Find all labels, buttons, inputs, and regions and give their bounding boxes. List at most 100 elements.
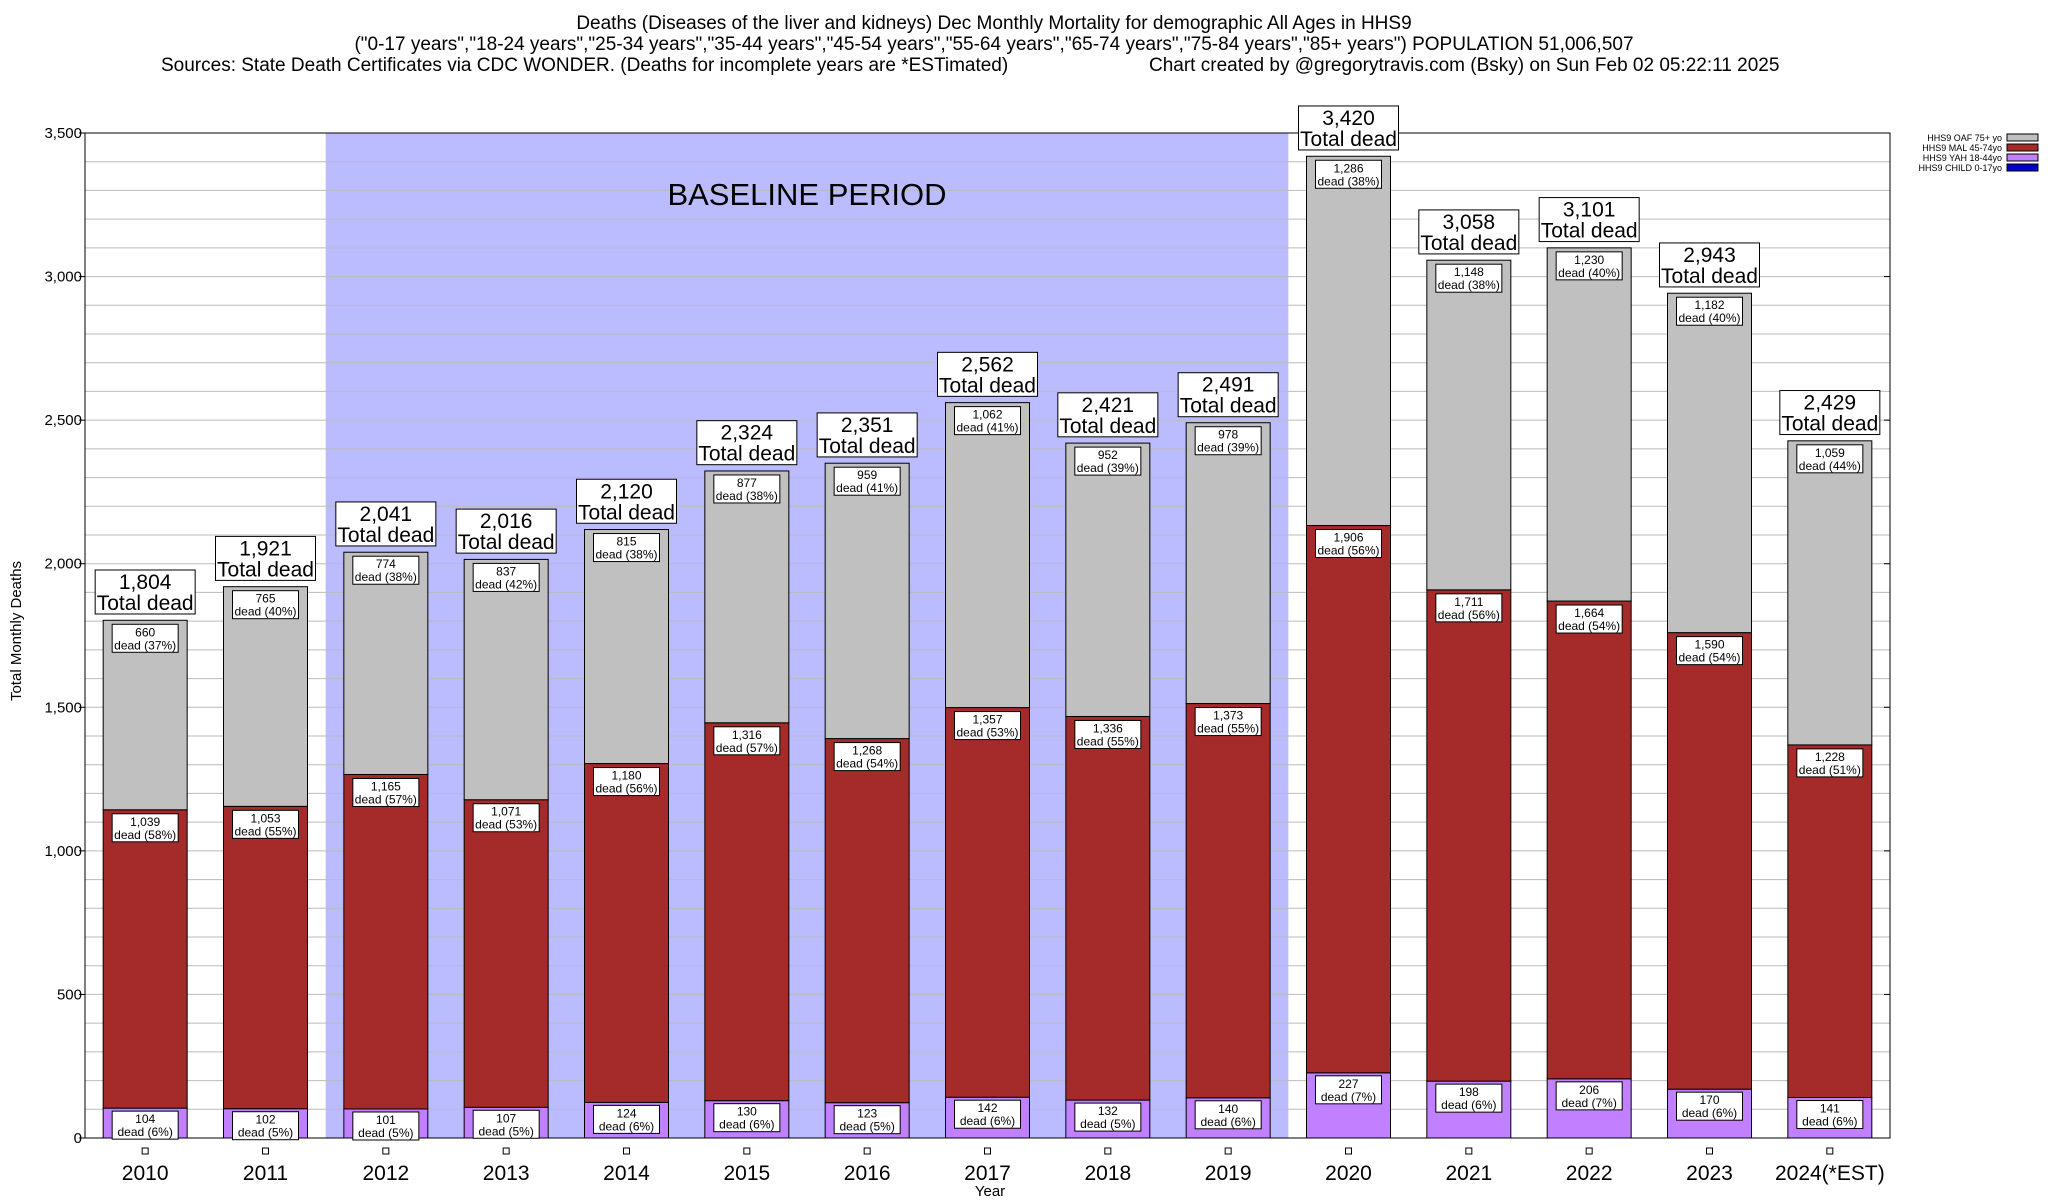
bar-mal <box>1426 589 1512 1082</box>
segment-percent-label: dead (7%) <box>1321 1090 1376 1104</box>
total-suffix-label: Total dead <box>97 592 194 615</box>
segment-value-label: 959 <box>857 468 877 482</box>
x-tick-label: 2021 <box>1445 1162 1492 1185</box>
segment-label-box <box>352 777 420 807</box>
total-label-box <box>816 412 918 458</box>
segment-value-label: 1,059 <box>1815 446 1845 460</box>
bar-oaf <box>1306 155 1391 527</box>
segment-label-box <box>352 555 420 585</box>
x-marker <box>1585 1147 1593 1155</box>
bar-mal <box>824 738 910 1104</box>
legend-swatch-yah <box>2006 153 2039 162</box>
x-tick-label: 2017 <box>964 1162 1011 1185</box>
total-label-box <box>696 420 798 466</box>
total-suffix-label: Total dead <box>1180 395 1277 418</box>
x-tick-label: 2013 <box>483 1162 530 1185</box>
segment-value-label: 104 <box>135 1112 155 1126</box>
segment-value-label: 952 <box>1098 448 1118 462</box>
total-label-box <box>1418 209 1520 255</box>
x-marker <box>743 1147 751 1155</box>
total-label-box <box>1779 390 1881 436</box>
x-marker <box>262 1147 269 1155</box>
y-tick-label: 2,000 <box>44 556 82 573</box>
y-tick-label: 2,500 <box>44 412 82 429</box>
segment-percent-label: dead (5%) <box>478 1124 533 1138</box>
segment-label-box <box>1435 593 1503 623</box>
total-suffix-label: Total dead <box>1781 413 1878 436</box>
total-suffix-label: Total dead <box>1420 232 1517 255</box>
bar-oaf <box>1667 292 1752 634</box>
segment-value-label: 1,373 <box>1213 709 1243 723</box>
segment-value-label: 206 <box>1579 1083 1599 1097</box>
segment-value-label: 170 <box>1699 1093 1719 1107</box>
title-line-1: Deaths (Diseases of the liver and kidney… <box>576 13 1411 34</box>
segment-value-label: 1,590 <box>1694 638 1724 652</box>
segment-value-label: 1,071 <box>491 805 521 819</box>
total-suffix-label: Total dead <box>1059 415 1156 438</box>
segment-label-box <box>1074 1102 1142 1132</box>
x-marker <box>1706 1147 1713 1155</box>
bar-mal <box>1787 744 1873 1099</box>
segment-percent-label: dead (56%) <box>595 782 657 796</box>
segment-label-box <box>472 1109 540 1139</box>
segment-percent-label: dead (57%) <box>355 792 417 806</box>
baseline-period-label: BASELINE PERIOD <box>667 177 946 212</box>
x-axis-label: Year <box>975 1183 1005 1200</box>
x-tick-label: 2016 <box>844 1162 891 1185</box>
x-marker <box>863 1147 871 1155</box>
bar-oaf <box>223 586 308 807</box>
segment-label-box <box>954 406 1021 436</box>
y-tick-label: 0 <box>74 1130 82 1147</box>
segment-label-box <box>1555 251 1623 281</box>
y-tick-label: 1,500 <box>44 699 82 716</box>
segment-value-label: 1,053 <box>250 811 280 825</box>
y-tick-label: 3,000 <box>44 269 82 286</box>
segment-percent-label: dead (39%) <box>1077 461 1139 475</box>
total-label-box <box>455 508 557 554</box>
bar-oaf <box>1426 259 1512 591</box>
segment-label-box <box>352 1111 420 1141</box>
x-marker <box>382 1147 390 1155</box>
segment-percent-label: dead (54%) <box>1558 619 1620 633</box>
x-tick-label: 2011 <box>243 1162 288 1185</box>
segment-label-box <box>1676 636 1743 666</box>
segment-percent-label: dead (5%) <box>839 1120 894 1134</box>
segment-percent-label: dead (41%) <box>956 421 1018 435</box>
bar-mal <box>102 809 188 1109</box>
bar-mal <box>343 773 429 1110</box>
segment-label-box <box>111 1110 179 1140</box>
segment-value-label: 227 <box>1338 1077 1358 1091</box>
segment-label-box <box>954 1099 1021 1129</box>
x-tick-label: 2012 <box>362 1162 409 1185</box>
segment-label-box <box>833 742 901 772</box>
chart-title: Deaths (Diseases of the liver and kidney… <box>161 13 1779 76</box>
bar-oaf <box>1787 440 1873 746</box>
segment-value-label: 1,148 <box>1454 265 1484 279</box>
segment-label-box <box>713 726 781 756</box>
segment-label-box <box>232 590 299 620</box>
segment-percent-label: dead (55%) <box>1077 734 1139 748</box>
segment-percent-label: dead (6%) <box>1802 1115 1857 1129</box>
segment-value-label: 1,316 <box>732 728 762 742</box>
segment-percent-label: dead (54%) <box>836 757 898 771</box>
total-suffix-label: Total dead <box>698 443 795 466</box>
x-tick-label: 2020 <box>1325 1162 1372 1185</box>
total-suffix-label: Total dead <box>1661 265 1758 288</box>
segment-percent-label: dead (40%) <box>1678 311 1740 325</box>
segment-value-label: 1,180 <box>611 769 641 783</box>
segment-label-box <box>1315 529 1382 559</box>
segment-value-label: 815 <box>616 535 636 549</box>
bar-mal <box>1546 600 1632 1080</box>
total-value-label: 2,016 <box>480 510 533 533</box>
segment-value-label: 1,228 <box>1815 750 1845 764</box>
bar-mal <box>704 722 790 1102</box>
total-suffix-label: Total dead <box>819 435 916 458</box>
legend-label: HHS9 OAF 75+ yo <box>1927 133 2002 143</box>
segment-percent-label: dead (41%) <box>836 481 898 495</box>
total-label-box <box>1298 105 1399 151</box>
segment-label-box <box>954 711 1021 741</box>
bar-mal <box>1065 715 1151 1101</box>
segment-value-label: 1,906 <box>1333 531 1363 545</box>
